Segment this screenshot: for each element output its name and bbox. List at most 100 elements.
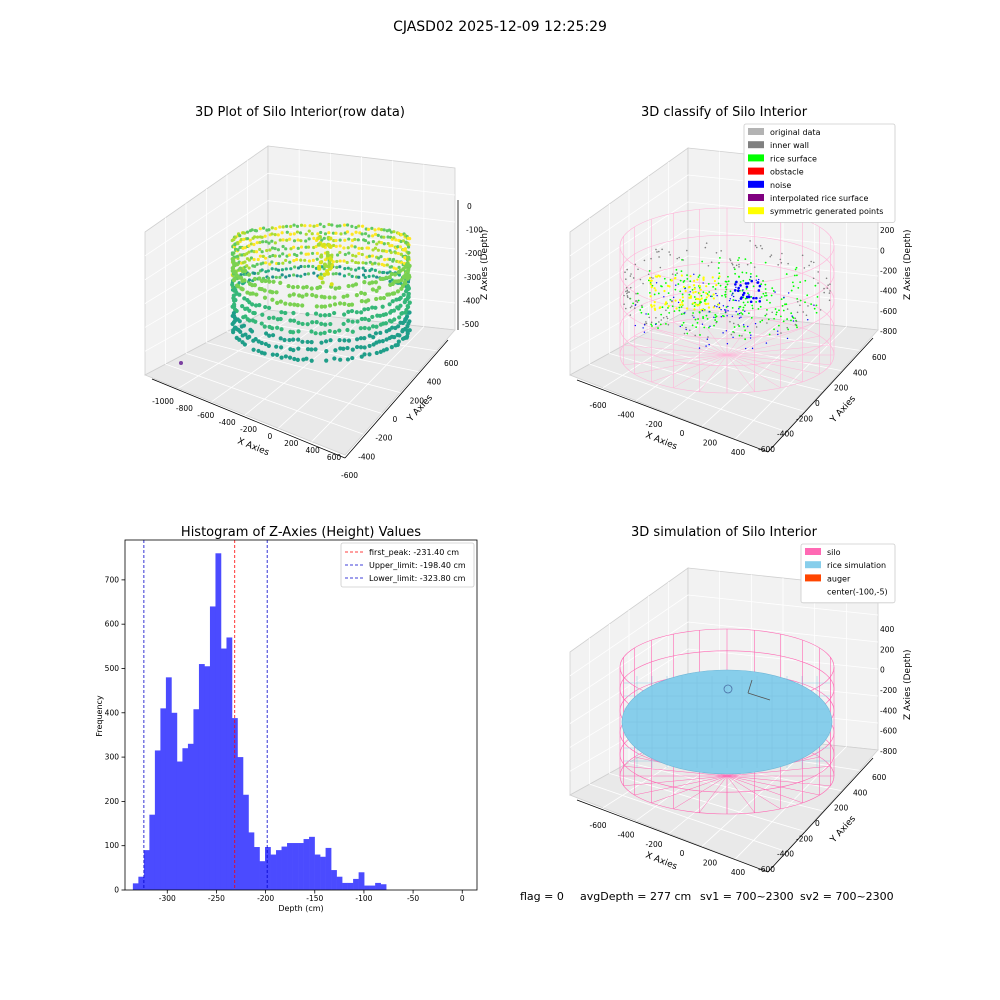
inner-wall-point [731, 262, 733, 265]
raw-point [361, 261, 365, 265]
raw-point [292, 223, 296, 227]
inner-wall-point [625, 278, 627, 280]
noise-point [734, 283, 737, 286]
noise-point [709, 295, 712, 297]
raw-point [284, 247, 288, 251]
raw-point [373, 305, 378, 310]
raw-point [380, 304, 385, 309]
raw-point [399, 311, 404, 316]
raw-point [245, 297, 250, 303]
raw-point [274, 267, 278, 271]
histogram-bar [149, 814, 156, 890]
inner-wall-point [823, 287, 825, 290]
raw-point [370, 254, 375, 258]
raw-point [251, 347, 256, 352]
raw-point [405, 303, 410, 309]
raw-point [350, 329, 355, 334]
raw-point [247, 258, 252, 262]
raw-point [231, 251, 236, 255]
rice-surface-point [767, 318, 770, 321]
raw-point [351, 253, 355, 257]
raw-point [296, 246, 300, 250]
symmetric-point [712, 297, 715, 300]
raw-point [260, 312, 265, 317]
noise-point [684, 312, 686, 314]
raw-point [347, 272, 351, 276]
rice-surface-point [794, 268, 797, 271]
inner-wall-point [630, 273, 632, 275]
raw-point [299, 258, 303, 262]
raw-point [378, 330, 383, 335]
classify-legend-swatch [748, 207, 764, 215]
noise-point [718, 306, 721, 309]
raw-point [359, 354, 364, 359]
raw-point [350, 283, 355, 288]
symmetric-point [650, 305, 653, 308]
rice-surface-point [702, 291, 705, 294]
raw-point [248, 327, 253, 332]
inner-wall-point [629, 314, 632, 316]
raw-point [243, 245, 247, 250]
classify-legend-swatch [748, 180, 764, 188]
inner-wall-point [817, 271, 819, 273]
symmetric-point [718, 275, 721, 278]
y-tick-label: -200 [796, 414, 813, 423]
inner-wall-point [678, 256, 680, 259]
inner-wall-point [645, 322, 648, 325]
raw-point [407, 300, 412, 305]
raw-point [342, 274, 347, 278]
noise-point [693, 273, 695, 275]
rice-surface-point [766, 299, 768, 302]
rice-surface-point [734, 272, 737, 275]
rice-surface-point [693, 296, 696, 298]
raw-point [236, 242, 240, 246]
inner-wall-point [630, 305, 633, 307]
raw-point [367, 352, 372, 357]
raw-point [333, 348, 338, 353]
raw-point [288, 347, 293, 352]
raw-point [373, 228, 377, 232]
raw-point [270, 297, 275, 302]
inner-wall-point [770, 254, 773, 256]
raw-point [275, 317, 280, 322]
raw-point [341, 294, 346, 299]
symmetric-point [694, 303, 698, 306]
noise-point [643, 331, 646, 333]
noise-point [776, 330, 779, 332]
inner-wall-point [626, 291, 629, 293]
rice-surface-point [738, 334, 741, 337]
inner-wall-point [658, 250, 660, 253]
rice-surface-point [675, 268, 678, 271]
wire-spoke [651, 775, 728, 804]
raw-point [285, 238, 289, 242]
auger-marker [723, 684, 733, 694]
inner-wall-point [656, 251, 658, 253]
raw-point [281, 225, 285, 229]
rice-surface-point [679, 279, 682, 282]
y-tick-label: 200 [834, 804, 849, 813]
inner-wall-point [650, 321, 653, 324]
x-tick-label: 0 [267, 432, 272, 441]
inner-wall-point [626, 289, 629, 292]
wire-spoke [634, 335, 728, 356]
noise-point [726, 343, 729, 345]
raw-point [323, 322, 328, 327]
rice-surface-point [680, 306, 683, 308]
raw-point [276, 268, 281, 272]
raw-point [332, 329, 338, 335]
raw-point [400, 336, 406, 341]
rice-surface-point [737, 259, 739, 262]
status-line: flag = 0 avgDepth = 277 cm sv1 = 700~230… [520, 890, 894, 903]
raw-point [322, 267, 326, 271]
inner-wall-point [729, 258, 731, 260]
symmetric-point [699, 288, 702, 291]
rice-surface-point [691, 324, 694, 327]
symmetric-point [650, 303, 653, 307]
raw-point [350, 319, 355, 324]
raw-point [370, 324, 376, 329]
raw-point [261, 240, 265, 244]
rice-surface-point [707, 326, 710, 329]
histogram-vlines [143, 540, 268, 890]
raw-point [373, 246, 378, 250]
histogram-bar [265, 847, 271, 890]
